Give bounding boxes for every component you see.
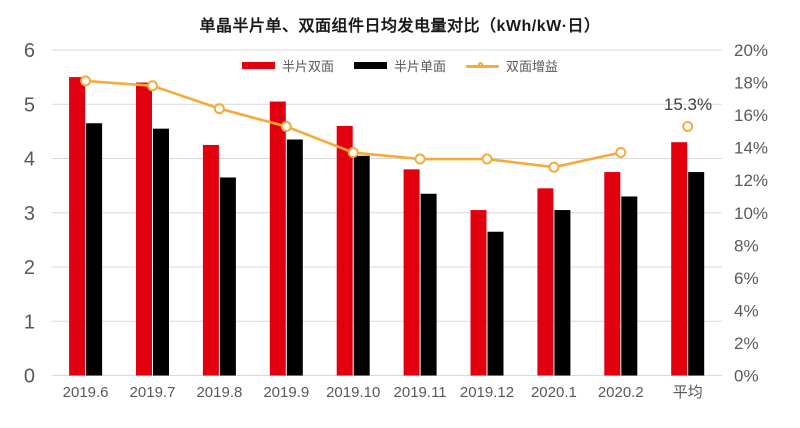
left-axis-tick-label: 2 bbox=[24, 257, 35, 279]
bar-monofacial-2020.1 bbox=[554, 210, 571, 376]
x-axis-label-2019.8: 2019.8 bbox=[196, 384, 242, 401]
bar-bifacial-2019.6 bbox=[69, 77, 86, 376]
x-axis-label-2019.9: 2019.9 bbox=[263, 384, 309, 401]
bar-bifacial-2019.12 bbox=[470, 210, 487, 376]
legend-marker-icon bbox=[478, 61, 483, 67]
gain-line-marker-2019.7 bbox=[147, 80, 158, 92]
x-axis-label-2020.1: 2020.1 bbox=[531, 384, 577, 401]
x-axis-label-2020.2: 2020.2 bbox=[598, 384, 644, 401]
right-axis-tick-label: 12% bbox=[734, 171, 768, 190]
bar-bifacial-2020.2 bbox=[604, 172, 621, 376]
gain-line-marker-2019.10 bbox=[347, 147, 359, 159]
bar-monofacial-2019.9 bbox=[286, 139, 303, 376]
x-axis-label-2019.6: 2019.6 bbox=[63, 384, 109, 401]
right-axis-tick-label: 16% bbox=[734, 106, 768, 125]
legend-label: 半片单面 bbox=[393, 59, 446, 74]
left-axis-tick-label: 0 bbox=[24, 366, 35, 388]
left-axis-tick-label: 6 bbox=[24, 40, 35, 62]
right-axis-tick-label: 14% bbox=[734, 139, 768, 158]
bar-monofacial-2019.6 bbox=[86, 123, 103, 376]
bar-bifacial-2019.9 bbox=[269, 101, 286, 376]
right-axis-tick-label: 6% bbox=[734, 269, 759, 288]
legend-label: 双面增益 bbox=[506, 59, 559, 74]
bar-monofacial-2019.12 bbox=[487, 231, 504, 376]
x-axis-label-2019.11: 2019.11 bbox=[394, 384, 447, 401]
right-axis-tick-label: 18% bbox=[734, 74, 768, 93]
gain-line-marker-平均 bbox=[682, 120, 694, 132]
legend-label: 半片双面 bbox=[281, 59, 334, 74]
left-axis-tick-label: 1 bbox=[24, 311, 35, 333]
gain-line-marker-2020.2 bbox=[615, 147, 627, 159]
legend-swatch-bar bbox=[241, 62, 275, 69]
gain-line-marker-2019.6 bbox=[80, 75, 92, 87]
right-axis-tick-label: 20% bbox=[734, 41, 768, 60]
left-axis-tick-label: 3 bbox=[24, 203, 35, 225]
gain-line-marker-2019.9 bbox=[280, 120, 292, 132]
bar-bifacial-平均 bbox=[671, 142, 688, 376]
x-axis-label-2019.7: 2019.7 bbox=[130, 384, 176, 401]
bar-bifacial-2019.8 bbox=[202, 144, 219, 376]
legend: 半片双面 半片单面 双面增益 bbox=[0, 56, 800, 75]
bar-bifacial-2019.11 bbox=[403, 169, 420, 376]
x-axis-label-平均: 平均 bbox=[673, 384, 703, 401]
legend-item-gain: 双面增益 bbox=[466, 56, 558, 75]
legend-swatch-line bbox=[466, 61, 499, 71]
chart-title: 单晶半片单、双面组件日均发电量对比（kWh/kW·日） bbox=[199, 18, 601, 35]
gain-line-marker-2019.11 bbox=[414, 153, 426, 165]
bar-monofacial-2019.11 bbox=[420, 193, 437, 376]
right-axis-tick-label: 2% bbox=[734, 334, 759, 353]
gain-line-marker-2019.8 bbox=[213, 103, 225, 115]
gain-annotation: 15.3% bbox=[663, 95, 713, 114]
bar-bifacial-2019.7 bbox=[136, 82, 152, 376]
x-axis-label-2019.12: 2019.12 bbox=[460, 384, 514, 401]
bar-monofacial-2019.10 bbox=[353, 155, 370, 376]
left-axis-tick-label: 5 bbox=[24, 94, 35, 116]
bar-bifacial-2020.1 bbox=[537, 188, 554, 376]
right-axis-tick-label: 4% bbox=[734, 301, 759, 320]
legend-item-monofacial: 半片单面 bbox=[353, 56, 446, 75]
legend-swatch-bar bbox=[353, 62, 387, 69]
right-axis-tick-label: 8% bbox=[734, 236, 759, 255]
right-axis-tick-label: 10% bbox=[734, 204, 768, 223]
x-axis-label-2019.10: 2019.10 bbox=[326, 384, 380, 401]
bar-monofacial-2019.7 bbox=[153, 128, 169, 376]
left-axis-tick-label: 4 bbox=[24, 149, 35, 171]
bar-monofacial-2020.2 bbox=[621, 196, 638, 376]
legend-item-bifacial: 半片双面 bbox=[241, 56, 334, 75]
bar-monofacial-2019.8 bbox=[219, 177, 236, 376]
bar-monofacial-平均 bbox=[688, 172, 705, 376]
gain-line-marker-2019.12 bbox=[481, 153, 493, 165]
bar-bifacial-2019.10 bbox=[336, 125, 353, 376]
gain-line-marker-2020.1 bbox=[548, 161, 560, 173]
right-axis-tick-label: 0% bbox=[734, 367, 759, 386]
